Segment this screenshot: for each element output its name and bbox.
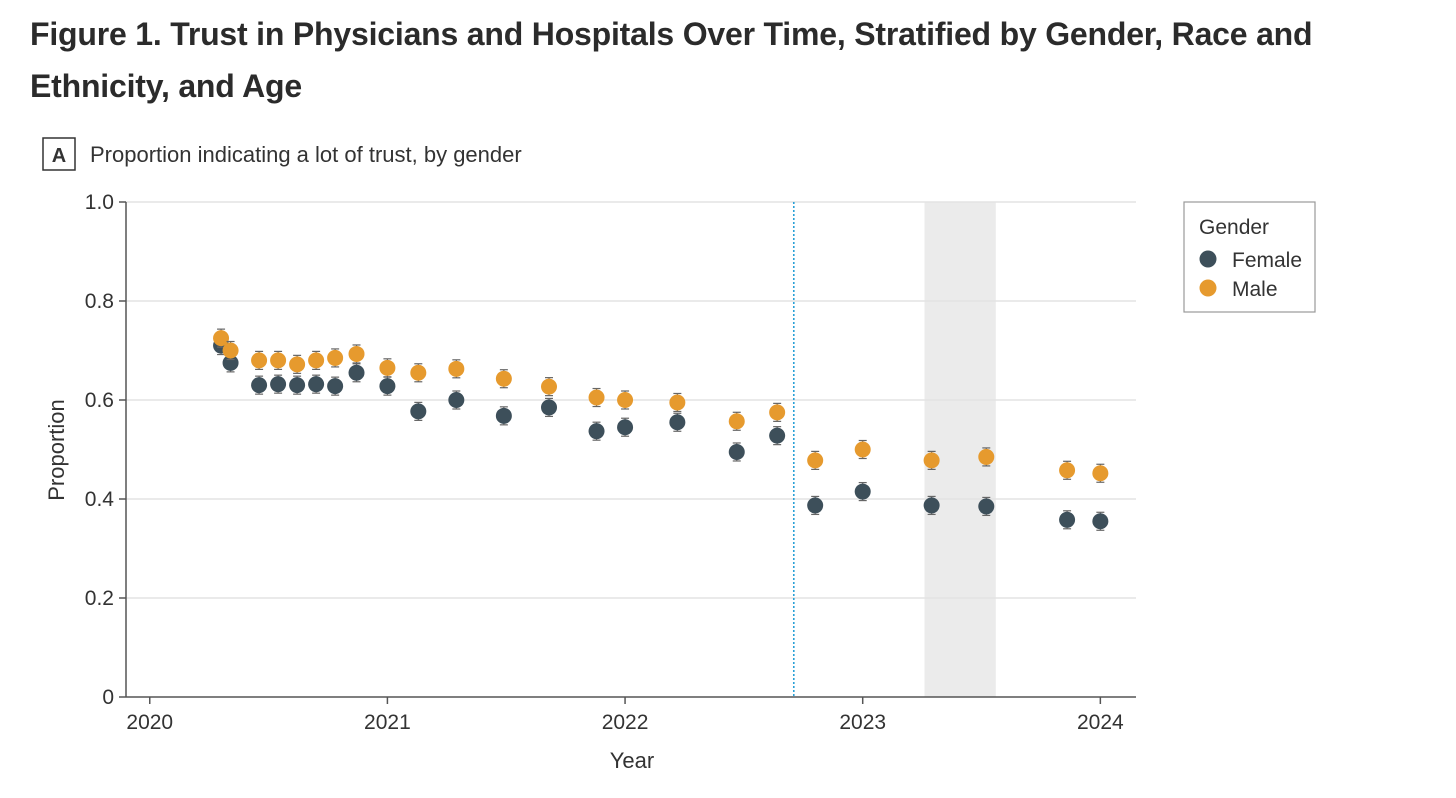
data-point-male — [410, 364, 427, 381]
data-point-female — [728, 443, 745, 460]
data-point-female — [854, 483, 871, 500]
legend-label-male: Male — [1232, 278, 1278, 301]
data-point-male — [270, 352, 287, 369]
legend-items: Female Male — [1199, 249, 1302, 301]
data-point-female — [669, 414, 686, 431]
y-tick-label: 0.8 — [85, 290, 114, 313]
data-point-female — [1092, 513, 1109, 530]
data-point-male — [769, 404, 786, 421]
legend-marker-male — [1199, 279, 1217, 297]
data-point-male — [222, 342, 239, 359]
data-point-female — [270, 376, 287, 393]
data-point-male — [289, 356, 306, 373]
y-tick-label: 1.0 — [85, 191, 114, 214]
panel-letter-box — [42, 137, 76, 171]
data-point-male — [213, 330, 230, 347]
data-point-male — [379, 359, 396, 376]
y-tick-label: 0.2 — [85, 587, 114, 610]
data-point-female — [495, 407, 512, 424]
data-point-male — [308, 352, 325, 369]
data-point-male — [541, 378, 558, 395]
panel-letter: A — [52, 145, 66, 167]
data-point-female — [379, 378, 396, 395]
gridline-layer — [126, 201, 1136, 599]
data-point-female — [1059, 511, 1076, 528]
data-point-male — [588, 389, 605, 406]
data-point-female — [541, 399, 558, 416]
x-tick-label: 2020 — [126, 711, 173, 734]
data-point-female — [923, 497, 940, 514]
legend-title: Gender — [1199, 216, 1269, 239]
series-male — [213, 328, 1109, 483]
data-point-male — [617, 392, 634, 408]
data-point-female — [222, 354, 239, 371]
data-point-male — [348, 345, 365, 362]
data-point-male — [978, 448, 995, 465]
x-axis-title: Year — [610, 748, 654, 773]
x-tick-label: 2022 — [602, 711, 649, 734]
y-tick-label: 0.4 — [85, 488, 115, 511]
y-tick-label: 0 — [102, 686, 114, 709]
data-point-female — [251, 377, 268, 394]
data-point-male — [728, 413, 745, 430]
x-tick-label: 2023 — [839, 711, 886, 734]
y-axis-title: Proportion — [44, 399, 69, 501]
legend: Gender Female Male — [1183, 201, 1316, 313]
data-point-female — [289, 377, 306, 394]
data-point-male — [251, 352, 268, 369]
data-point-male — [854, 441, 871, 458]
data-point-male — [669, 394, 686, 411]
axis-layer: 0 0.2 0.4 0.6 0.8 1.0 2020 2021 2022 2023 2024 — [85, 191, 1136, 734]
data-point-male — [448, 360, 465, 377]
data-point-female — [348, 364, 365, 381]
data-point-female — [308, 376, 325, 393]
data-point-female — [588, 423, 605, 440]
data-point-male — [807, 452, 824, 469]
data-point-female — [807, 497, 824, 514]
data-point-male — [923, 452, 940, 469]
data-point-female — [327, 378, 344, 395]
data-point-female — [410, 403, 427, 420]
data-point-male — [1059, 462, 1076, 479]
data-point-female — [617, 419, 634, 436]
figure-title: Figure 1. Trust in Physicians and Hospit… — [30, 16, 1313, 104]
x-tick-label: 2024 — [1077, 711, 1124, 734]
data-point-female — [769, 427, 786, 444]
x-tick-label: 2021 — [364, 711, 411, 734]
data-point-male — [327, 349, 344, 366]
data-point-male — [495, 370, 512, 387]
data-point-layer — [213, 328, 1109, 531]
panel-header: A Proportion indicating a lot of trust, … — [42, 137, 522, 171]
data-point-male — [1092, 465, 1109, 482]
y-tick-label: 0.6 — [85, 389, 114, 412]
series-female — [213, 335, 1109, 531]
legend-label-female: Female — [1232, 249, 1302, 272]
data-point-female — [978, 498, 995, 515]
panel-caption: Proportion indicating a lot of trust, by… — [90, 142, 522, 167]
data-point-female — [448, 392, 465, 408]
legend-marker-female — [1199, 250, 1217, 268]
